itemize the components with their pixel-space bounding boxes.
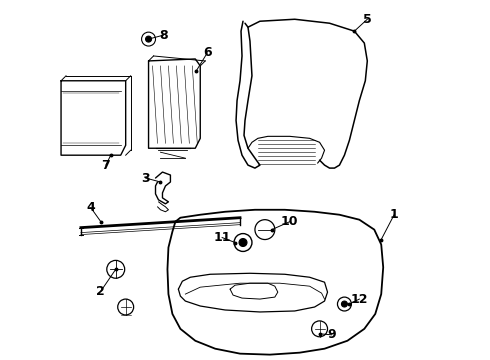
Text: 11: 11 [213,231,231,244]
Circle shape [146,36,151,42]
Text: 2: 2 [97,285,105,298]
Text: 6: 6 [203,46,212,59]
Text: 4: 4 [87,201,95,214]
Text: 10: 10 [281,215,298,228]
Circle shape [342,301,347,307]
Text: 9: 9 [327,328,336,341]
Text: 1: 1 [390,208,398,221]
Text: 8: 8 [159,29,168,42]
Text: 3: 3 [141,171,150,185]
Text: 12: 12 [351,293,368,306]
Text: 5: 5 [363,13,372,26]
Text: 7: 7 [101,159,110,172]
Circle shape [239,239,247,247]
